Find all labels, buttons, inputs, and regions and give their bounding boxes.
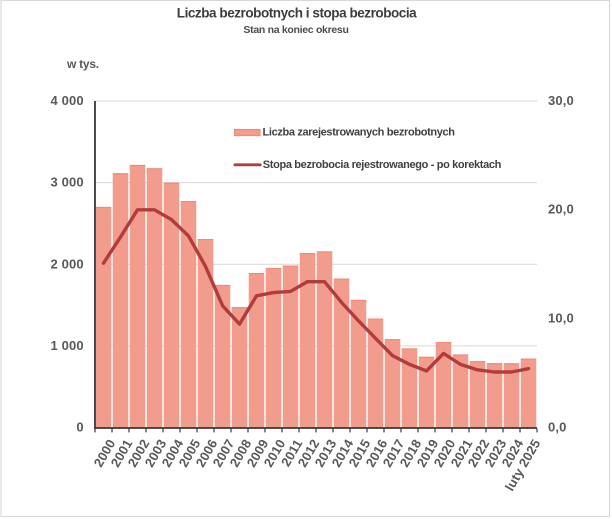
svg-text:20,0: 20,0 [548,202,574,217]
svg-text:w tys.: w tys. [66,57,99,71]
svg-text:0: 0 [76,420,83,435]
svg-text:1 000: 1 000 [51,338,84,353]
svg-text:Stopa bezrobocia rejestrowaneg: Stopa bezrobocia rejestrowanego - po kor… [263,159,502,171]
svg-text:30,0: 30,0 [548,93,574,108]
svg-text:Liczba zarejestrowanych bezrob: Liczba zarejestrowanych bezrobotnych [263,126,456,138]
svg-text:0,0: 0,0 [548,419,567,434]
svg-text:10,0: 10,0 [548,311,574,326]
svg-text:4 000: 4 000 [51,93,84,108]
svg-text:Stan na koniec okresu: Stan na koniec okresu [243,24,348,36]
svg-text:Liczba bezrobotnych i stopa be: Liczba bezrobotnych i stopa bezrobocia [177,5,417,20]
svg-text:2 000: 2 000 [51,256,84,271]
svg-text:3 000: 3 000 [51,175,84,190]
